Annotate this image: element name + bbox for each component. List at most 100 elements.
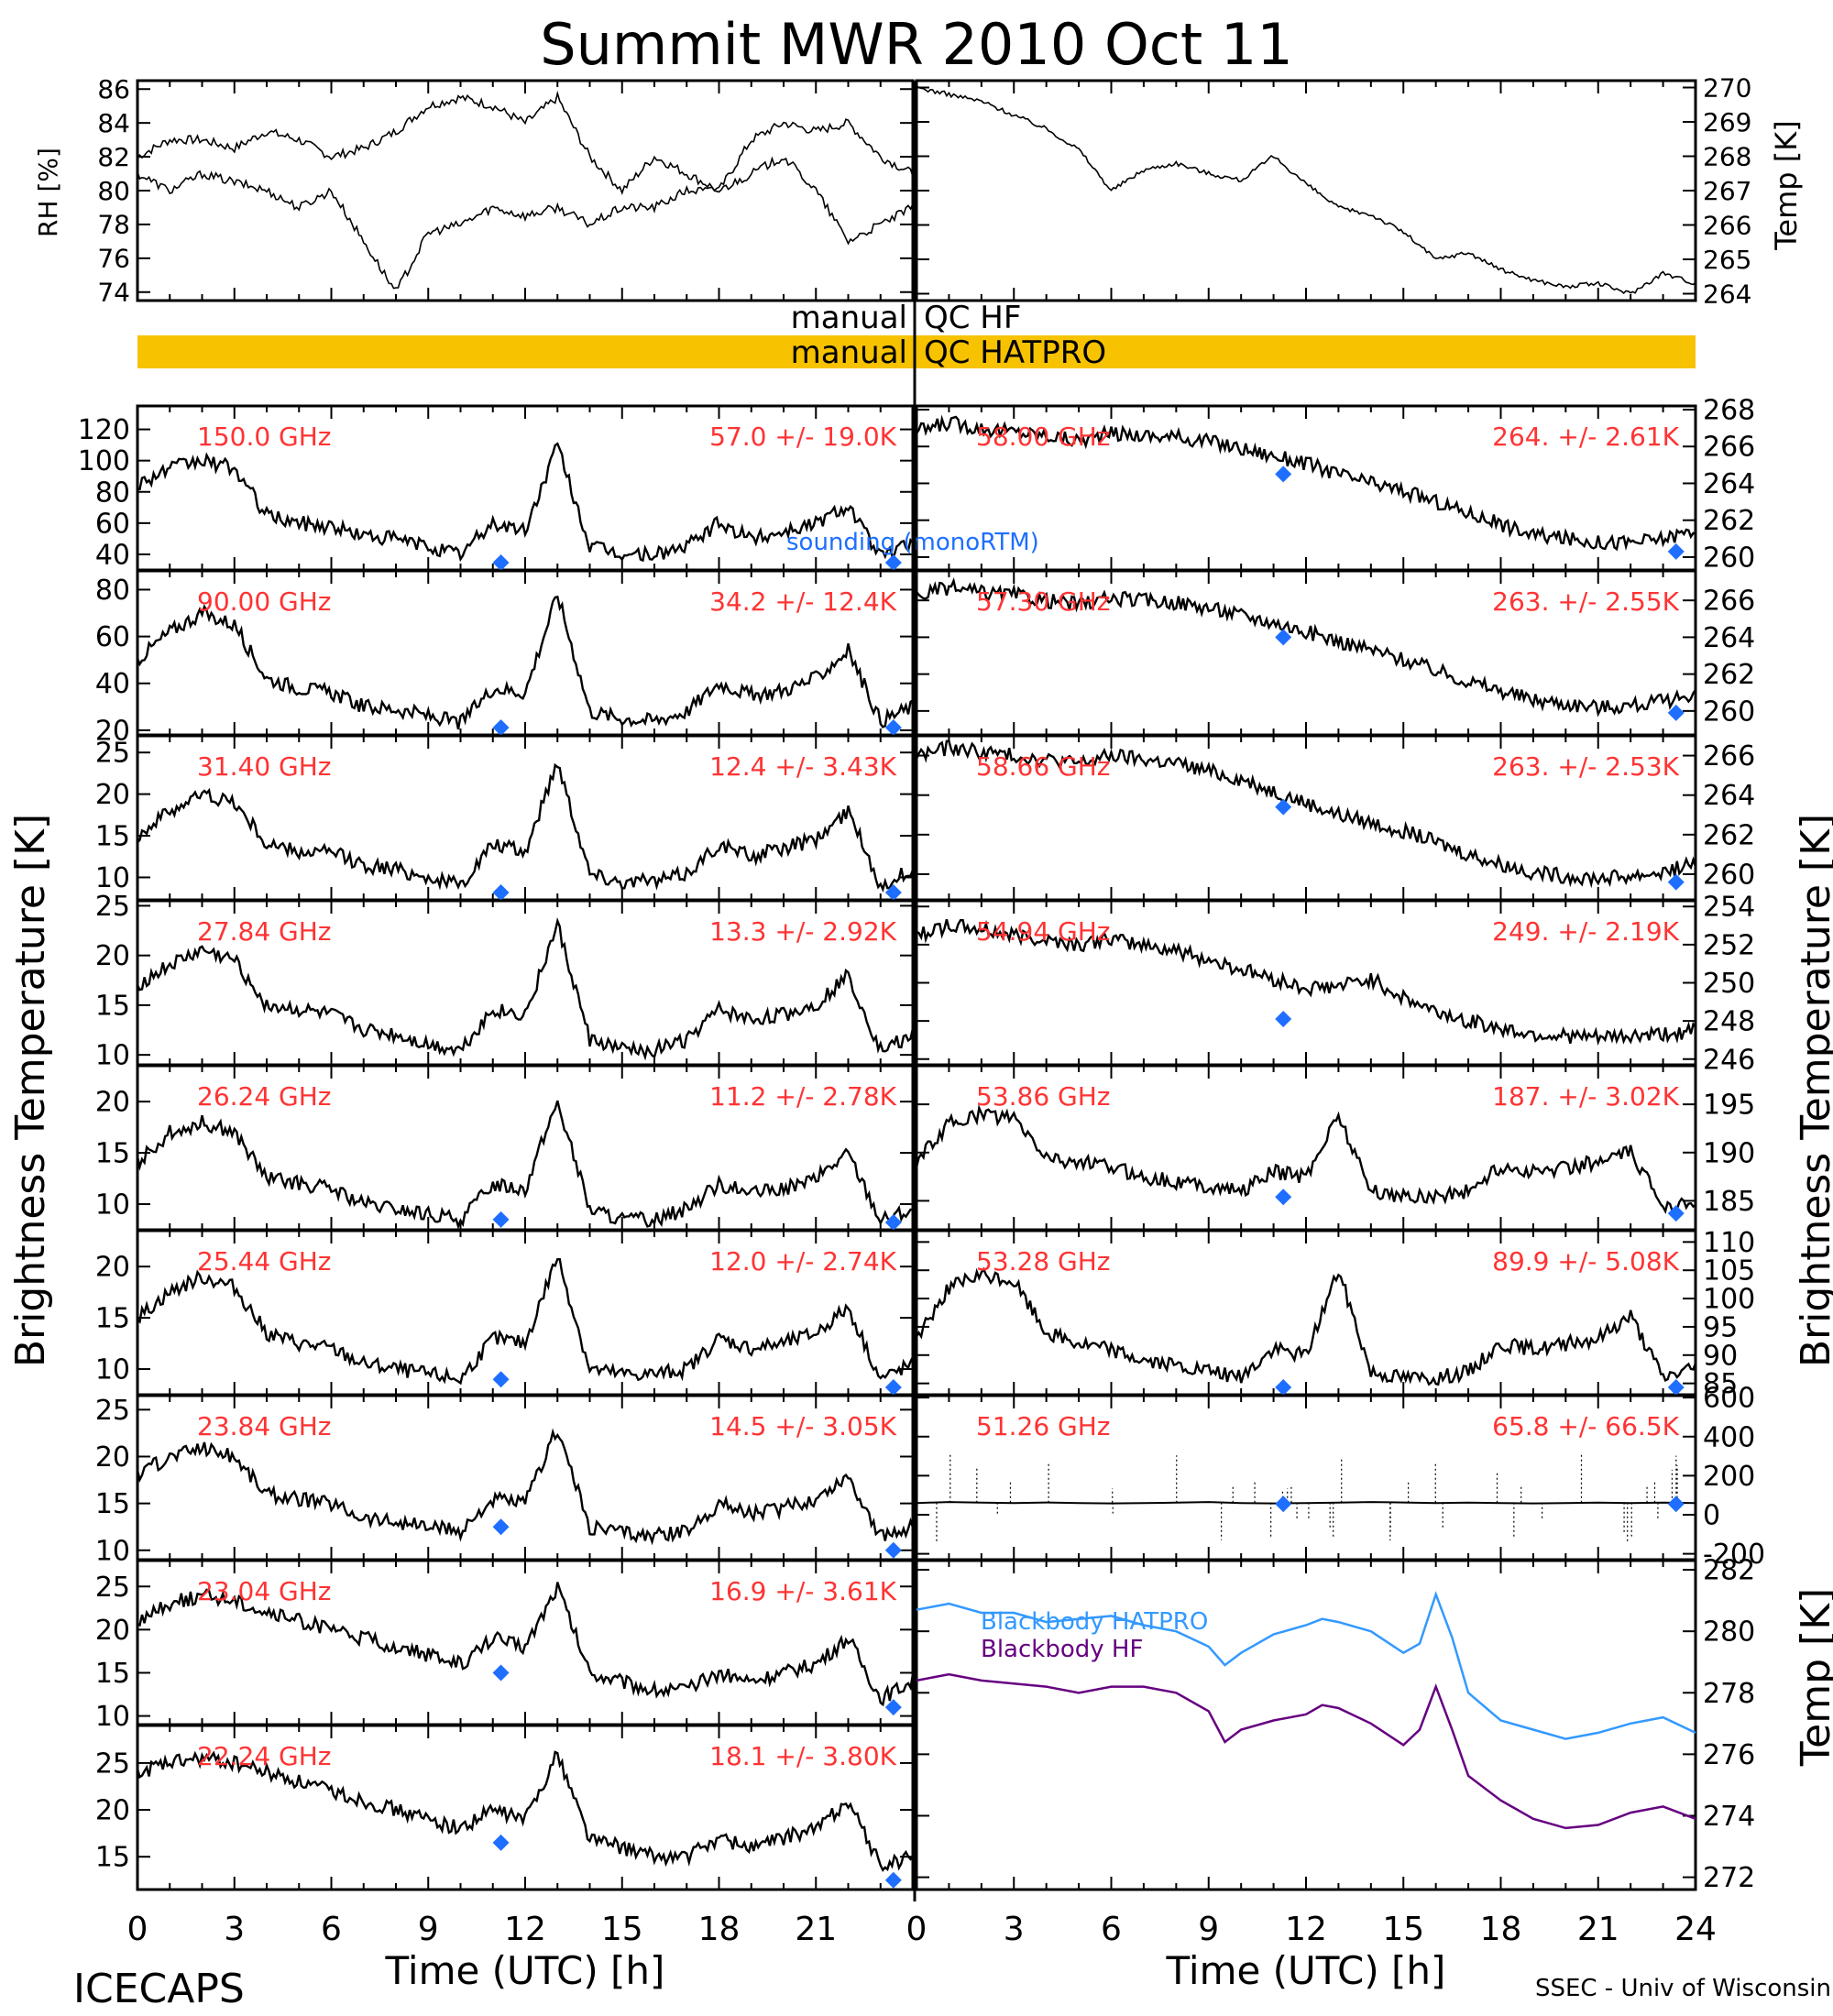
freq-label: 150.0 GHz <box>197 422 332 452</box>
series-line <box>916 918 1696 1046</box>
y-tick-label: 248 <box>1703 1006 1755 1038</box>
qc-hatpro-value: QC HATPRO <box>924 334 1106 371</box>
rh-axis-title: RH [%] <box>33 148 63 237</box>
panel-ch5730: 260 262 264 266 57.30 GHz 263. +/- 2.55K <box>915 569 1755 737</box>
panel-rh2 <box>137 156 914 290</box>
y-tick-label: 20 <box>95 1252 130 1284</box>
time-axis-title-left: Time (UTC) [h] <box>385 1948 665 1993</box>
y-tick-label: 268 <box>1703 395 1755 427</box>
x-tick-label: 0 <box>127 1911 148 1948</box>
series-line <box>136 1750 914 1872</box>
sounding-marker <box>492 884 510 901</box>
x-tick-label: 9 <box>418 1911 439 1948</box>
y-tick-label: 95 <box>1703 1311 1738 1343</box>
x-tick-label: 12 <box>504 1911 546 1948</box>
stat-label: 12.0 +/- 2.74K <box>709 1246 896 1276</box>
series-line <box>915 1266 1697 1386</box>
y-tick-label: 262 <box>1703 659 1755 691</box>
stat-label: 12.4 +/- 3.43K <box>709 751 896 782</box>
y-tick-label: 264 <box>1703 279 1751 309</box>
y-tick-label: 266 <box>1703 210 1751 240</box>
y-tick-label: 270 <box>1703 72 1751 103</box>
y-tick-label: 276 <box>1703 1739 1755 1771</box>
y-tick-label: 15 <box>95 821 130 853</box>
panel-ch2304: 10 15 20 25 23.04 GHz 16.9 +/- 3.61K <box>95 1559 915 1733</box>
y-tick-label: 246 <box>1703 1044 1755 1076</box>
sounding-marker <box>1275 1379 1292 1396</box>
y-tick-label: 40 <box>95 539 130 571</box>
y-tick-label: 264 <box>1703 780 1755 812</box>
sounding-marker <box>884 1871 902 1889</box>
y-tick-label: 15 <box>95 1658 130 1690</box>
y-tick-label: 100 <box>78 445 130 477</box>
y-tick-label: 262 <box>1703 505 1755 537</box>
y-tick-label: 60 <box>95 621 130 653</box>
panel-ch5866: 260 262 264 266 58.66 GHz 263. +/- 2.53K <box>915 734 1755 902</box>
panel-ch3140: 10 15 20 25 31.40 GHz 12.4 +/- 3.43K <box>95 734 915 902</box>
panel-ch2384: 10 15 20 25 23.84 GHz 14.5 +/- 3.05K <box>95 1394 915 1567</box>
series-line <box>915 740 1697 889</box>
qc-hatpro-bar <box>137 335 1696 368</box>
sounding-marker <box>492 1211 510 1228</box>
panel-frame <box>136 79 915 302</box>
series-line <box>137 442 914 563</box>
stat-label: 187. +/- 3.02K <box>1492 1081 1679 1112</box>
y-tick-label: 260 <box>1703 859 1755 891</box>
y-tick-label: 262 <box>1703 819 1755 851</box>
y-tick-label: 20 <box>95 940 130 972</box>
y-tick-label: 20 <box>95 1615 130 1647</box>
freq-label: 27.84 GHz <box>197 916 332 947</box>
series-line <box>915 414 1696 552</box>
y-tick-label: 400 <box>1703 1421 1755 1453</box>
y-tick-label: 190 <box>1703 1137 1755 1169</box>
y-tick-label: 25 <box>95 1572 130 1604</box>
y-tick-label: 250 <box>1703 968 1755 1000</box>
y-tick-label: 25 <box>95 1395 130 1427</box>
y-tick-label: 90 <box>1703 1340 1738 1372</box>
y-tick-label: 60 <box>95 508 130 540</box>
x-tick-label: 24 <box>1674 1911 1717 1948</box>
freq-label: 54.94 GHz <box>976 916 1111 947</box>
series-line <box>916 1501 1696 1505</box>
y-tick-label: 82 <box>97 142 130 172</box>
x-tick-label: 21 <box>1577 1911 1619 1948</box>
sounding-marker <box>492 1518 510 1536</box>
legend-bb-hf: Blackbody HF <box>981 1636 1143 1663</box>
series-line <box>136 916 915 1061</box>
tb-left-axis-title: Brightness Temperature [K] <box>7 814 54 1367</box>
y-tick-label: 15 <box>95 1138 130 1170</box>
y-tick-label: 265 <box>1703 245 1751 275</box>
y-tick-label: 195 <box>1703 1090 1755 1122</box>
y-tick-label: 74 <box>97 278 130 308</box>
y-tick-label: 20 <box>95 1441 130 1474</box>
y-tick-label: 260 <box>1703 542 1755 574</box>
y-tick-label: 105 <box>1703 1255 1755 1287</box>
y-tick-label: 78 <box>97 210 130 240</box>
freq-label: 53.28 GHz <box>976 1246 1111 1276</box>
panel-ch2784: 10 15 20 25 27.84 GHz 13.3 +/- 2.92K <box>95 891 915 1072</box>
qc-hatpro-label: manual <box>791 334 907 371</box>
sounding-marker <box>1667 1379 1685 1396</box>
stat-label: 264. +/- 2.61K <box>1492 422 1679 452</box>
footer-right: SSEC - Univ of Wisconsin <box>1535 1975 1831 2002</box>
panel-blackbody: 272 274 276 278 280 282 <box>915 1555 1755 1894</box>
y-tick-label: 264 <box>1703 622 1755 654</box>
y-tick-label: 264 <box>1703 468 1755 500</box>
y-tick-label: 15 <box>95 990 130 1022</box>
sounding-marker <box>1275 629 1292 646</box>
series-line <box>916 577 1696 718</box>
y-tick-label: 278 <box>1703 1678 1755 1710</box>
freq-label: 26.24 GHz <box>197 1081 332 1112</box>
y-tick-label: 10 <box>95 1701 130 1733</box>
y-tick-label: 267 <box>1703 176 1751 206</box>
time-axis-title-right: Time (UTC) [h] <box>1166 1948 1446 1993</box>
x-tick-label: 12 <box>1285 1911 1327 1948</box>
y-tick-label: 80 <box>95 575 130 607</box>
sounding-marker <box>1667 542 1685 560</box>
stat-label: 18.1 +/- 3.80K <box>709 1741 896 1771</box>
sounding-marker <box>1275 1011 1292 1028</box>
sounding-marker <box>492 1834 510 1851</box>
stat-label: 249. +/- 2.19K <box>1492 916 1679 947</box>
x-tick-label: 18 <box>1480 1911 1522 1948</box>
